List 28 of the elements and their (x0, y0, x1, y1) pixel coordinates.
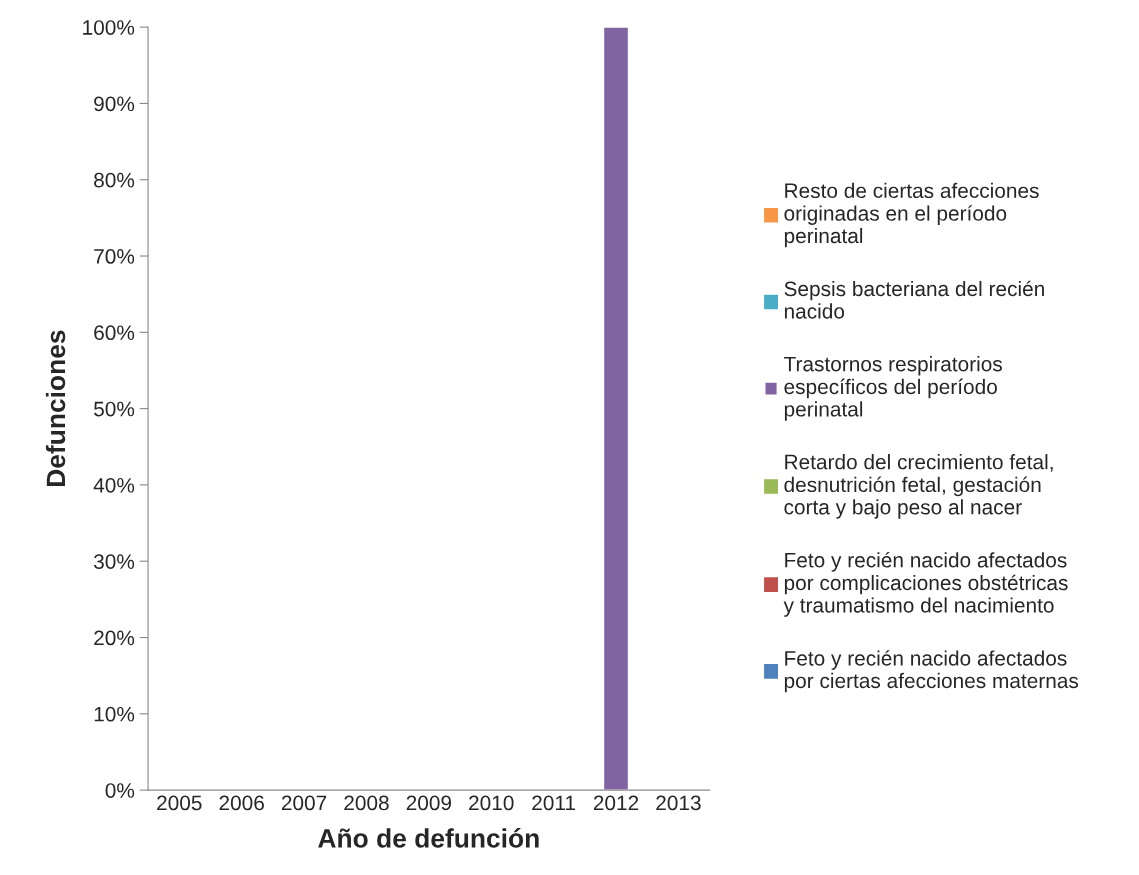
y-axis-title: Defunciones (45, 330, 66, 487)
legend-label: Feto y recién nacido afectados por ciertas afecciones maternas (784, 650, 1079, 693)
legend-label: Trastornos respiratorios específicos del período perinatal (784, 356, 1002, 421)
legend-label: Retardo del crecimiento fetal, desnutrición fetal, gestación corta y bajo peso al nacer (784, 454, 1053, 519)
y-tick-label: 10% (94, 706, 135, 722)
x-tick-label: 2009 (406, 795, 452, 811)
y-tick-label: 60% (94, 325, 135, 341)
x-tick-label: 2012 (593, 795, 639, 811)
y-tick-label: 40% (93, 477, 135, 493)
x-tick-label: 2010 (469, 795, 514, 811)
y-tick-label: 50% (94, 401, 135, 417)
x-axis-title: Año de defunción (318, 828, 539, 848)
x-tick-label: 2013 (656, 795, 701, 811)
y-tick-label: 80% (94, 172, 135, 188)
y-tick-label: 90% (94, 96, 135, 112)
x-tick-label: 2006 (219, 795, 264, 811)
y-tick-label: 70% (94, 249, 135, 264)
legend-label: Resto de ciertas afecciones originadas en el período perinatal (784, 182, 1039, 248)
x-tick-label: 2011 (532, 795, 576, 811)
y-tick-label: 0% (105, 783, 135, 798)
x-tick-label: 2005 (157, 795, 202, 811)
y-tick-label: 100% (83, 20, 135, 35)
legend-label: Feto y recién nacido afectados por complicaciones obstétricas y traumatismo del nacimiento (783, 551, 1068, 617)
y-tick-label: 20% (94, 630, 135, 646)
y-tick-label: 30% (93, 554, 135, 569)
x-tick-label: 2007 (281, 795, 327, 811)
x-tick-label: 2008 (344, 795, 389, 811)
legend-label: Sepsis bacteriana del recién nacido (784, 280, 1044, 319)
